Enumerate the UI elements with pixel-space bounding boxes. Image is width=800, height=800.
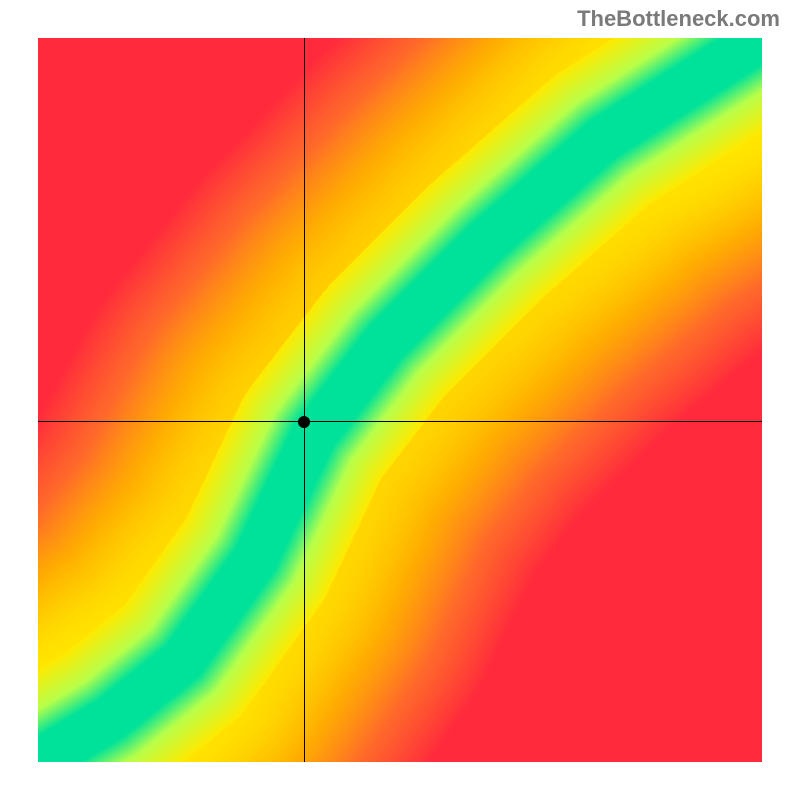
chart-frame: [38, 38, 762, 762]
crosshair-horizontal: [38, 421, 762, 422]
heatmap-canvas: [38, 38, 762, 762]
watermark-text: TheBottleneck.com: [577, 6, 780, 32]
marker-dot: [298, 416, 310, 428]
figure-container: TheBottleneck.com: [0, 0, 800, 800]
crosshair-vertical: [304, 38, 305, 762]
